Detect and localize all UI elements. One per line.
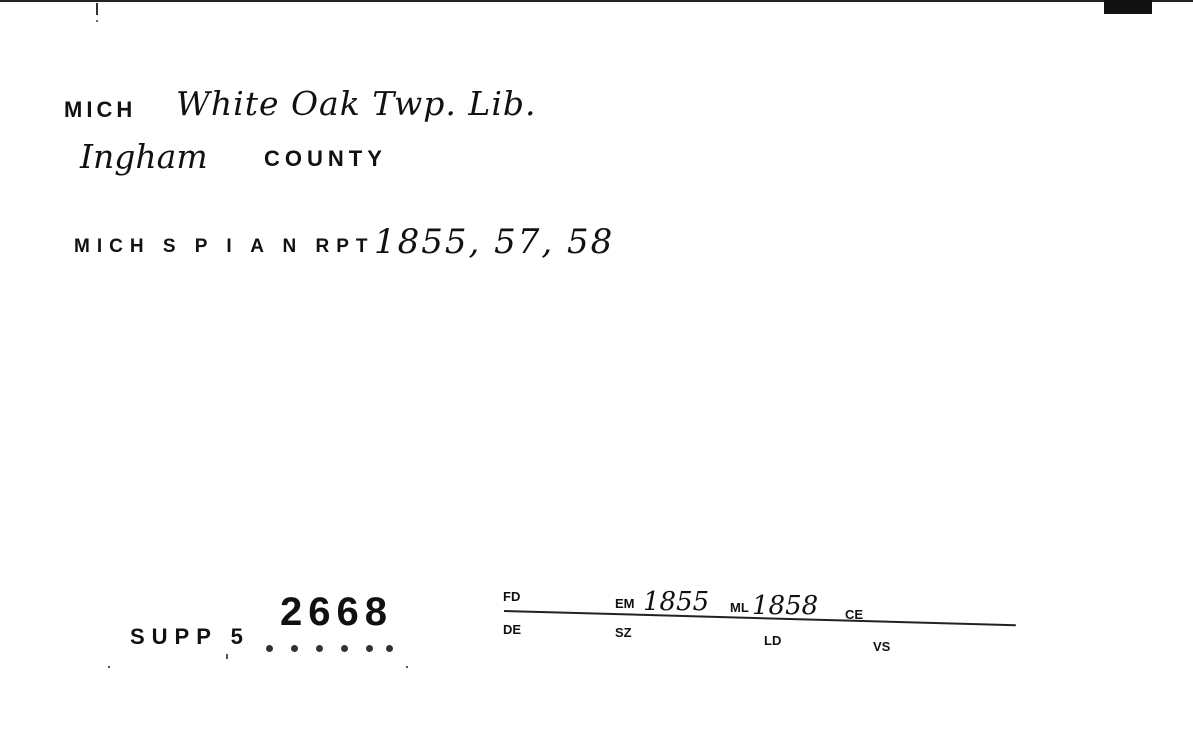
report-label: MICH S P I A N RPT [74, 236, 375, 257]
field-ml-label: ML [730, 600, 749, 615]
field-sz-label: SZ [615, 625, 632, 640]
state-code: MICH [64, 97, 137, 122]
top-border-line [0, 0, 1193, 2]
supplement-number: 2668 [280, 590, 393, 634]
dot [291, 645, 298, 652]
corner-mark [1104, 0, 1152, 14]
speck [108, 666, 110, 668]
field-fd-label: FD [503, 589, 521, 604]
field-em-value: 1855 [643, 587, 710, 617]
tick-mark [96, 3, 98, 15]
dot [366, 645, 373, 652]
dot [341, 645, 348, 652]
field-de-label: DE [503, 622, 522, 637]
field-vs-label: VS [873, 639, 891, 654]
county-name: Ingham [80, 137, 208, 176]
dot [386, 645, 393, 652]
supplement-label: SUPP 5 [130, 624, 250, 649]
field-ce-label: CE [845, 607, 864, 622]
speck [226, 654, 228, 659]
speck [406, 666, 408, 668]
field-em-label: EM [615, 596, 635, 611]
dot [266, 645, 273, 652]
report-years: 1855, 57, 58 [374, 222, 615, 262]
library-name: White Oak Twp. Lib. [176, 84, 537, 123]
field-ml-value: 1858 [752, 591, 819, 621]
tick-dot [96, 20, 98, 22]
county-label: COUNTY [264, 146, 387, 171]
supplement-dots [266, 645, 402, 655]
dot [316, 645, 323, 652]
field-ld-label: LD [764, 633, 782, 648]
